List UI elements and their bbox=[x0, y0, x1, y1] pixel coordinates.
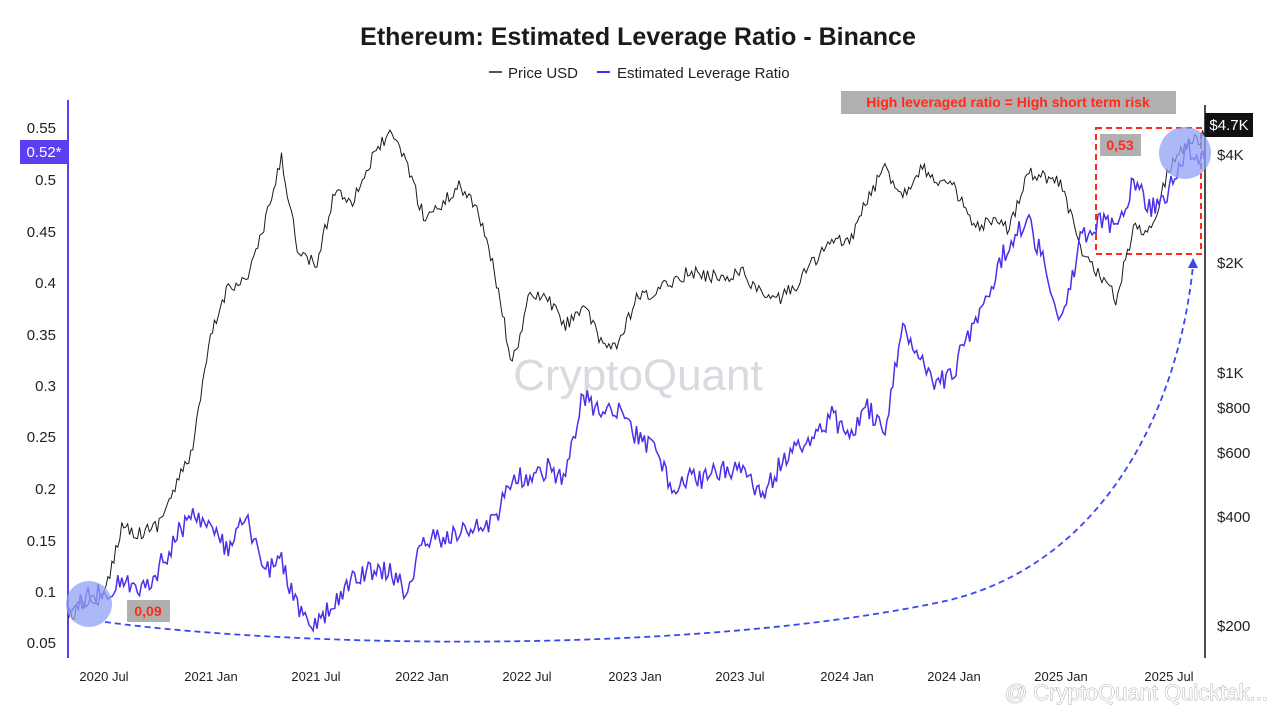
x-tick-label: 2022 Jul bbox=[502, 669, 551, 684]
end-value-box bbox=[1100, 134, 1141, 156]
left-axis-ticks: 0.55 0.5 0.45 0.4 0.35 0.3 0.25 0.2 0.15 0.1 0.05 bbox=[27, 120, 56, 652]
right-tick-label: $1K bbox=[1217, 365, 1244, 382]
left-tick-label: 0.55 bbox=[27, 120, 56, 137]
right-tick-label: $2K bbox=[1217, 255, 1244, 272]
left-tick-label: 0.4 bbox=[35, 275, 56, 292]
right-tick-label: $4K bbox=[1217, 147, 1244, 164]
leverage-current-badge bbox=[20, 140, 68, 164]
risk-label-box bbox=[841, 91, 1176, 114]
chart-title: Ethereum: Estimated Leverage Ratio - Bin… bbox=[360, 23, 916, 51]
risk-label: High leveraged ratio = High short term r… bbox=[866, 94, 1150, 110]
x-axis-ticks: 2020 Jul 2021 Jan 2021 Jul 2022 Jan 2022 Jul… bbox=[79, 669, 1193, 684]
right-tick-label: $600 bbox=[1217, 445, 1250, 462]
left-tick-label: 0.2 bbox=[35, 481, 56, 498]
x-tick-label: 2025 Jul bbox=[1144, 669, 1193, 684]
right-tick-label: $400 bbox=[1217, 509, 1250, 526]
x-tick-label: 2022 Jan bbox=[395, 669, 449, 684]
legend: Price USD Estimated Leverage Ratio bbox=[489, 65, 790, 82]
x-tick-label: 2025 Jan bbox=[1034, 669, 1088, 684]
x-tick-label: 2023 Jan bbox=[608, 669, 662, 684]
left-tick-label: 0.25 bbox=[27, 429, 56, 446]
x-tick-label: 2021 Jan bbox=[184, 669, 238, 684]
x-tick-label: 2024 Jan bbox=[927, 669, 981, 684]
trend-arrow-head bbox=[1188, 258, 1198, 268]
right-axis-ticks: $4K $2K $1K $800 $600 $400 $200 bbox=[1217, 147, 1250, 635]
x-tick-label: 2021 Jul bbox=[291, 669, 340, 684]
left-tick-label: 0.3 bbox=[35, 378, 56, 395]
risk-zone-box bbox=[1095, 127, 1202, 255]
leverage-current-value: 0.52* bbox=[26, 144, 61, 161]
start-highlight-circle bbox=[66, 581, 112, 627]
watermark: CryptoQuant bbox=[513, 351, 762, 400]
left-tick-label: 0.45 bbox=[27, 224, 56, 241]
price-series-line bbox=[68, 129, 1205, 620]
right-tick-label: $200 bbox=[1217, 618, 1250, 635]
leverage-series-line bbox=[68, 139, 1206, 634]
legend-leverage-label: Estimated Leverage Ratio bbox=[617, 65, 790, 82]
legend-price-label: Price USD bbox=[508, 65, 578, 82]
x-tick-label: 2023 Jul bbox=[715, 669, 764, 684]
x-tick-label: 2024 Jan bbox=[820, 669, 874, 684]
trend-curve bbox=[104, 264, 1194, 643]
left-tick-label: 0.1 bbox=[35, 584, 56, 601]
start-value-label: 0,09 bbox=[134, 603, 161, 619]
price-current-badge bbox=[1205, 113, 1253, 137]
end-value-label: 0,53 bbox=[1106, 137, 1133, 153]
left-tick-label: 0.5 bbox=[35, 172, 56, 189]
price-current-value: $4.7K bbox=[1209, 117, 1248, 134]
left-tick-label: 0.05 bbox=[27, 635, 56, 652]
right-tick-label: $800 bbox=[1217, 400, 1250, 417]
left-tick-label: 0.35 bbox=[27, 327, 56, 344]
end-highlight-circle bbox=[1159, 127, 1211, 179]
x-tick-label: 2020 Jul bbox=[79, 669, 128, 684]
credit-text: @ CryptoQuant Quicktak... bbox=[1005, 680, 1268, 705]
left-tick-label: 0.15 bbox=[27, 533, 56, 550]
start-value-box bbox=[127, 600, 170, 622]
